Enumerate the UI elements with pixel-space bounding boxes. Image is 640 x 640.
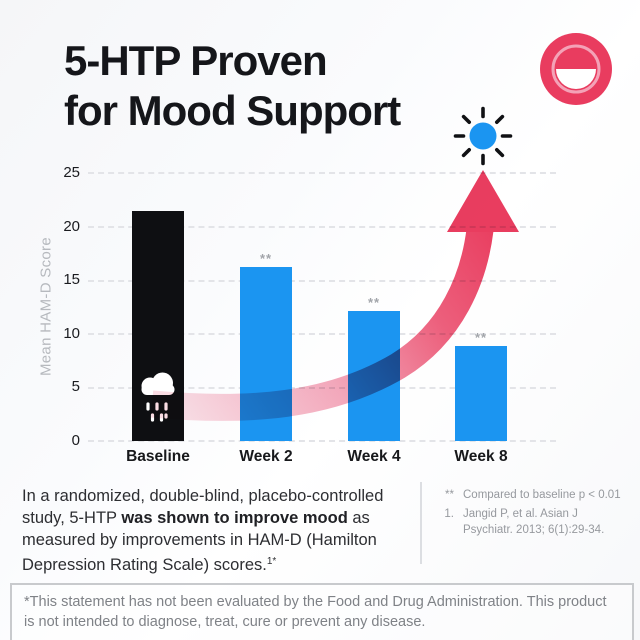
significance-note: ** Compared to baseline p < 0.01 <box>434 487 628 503</box>
brand-smile-logo-icon <box>540 33 612 105</box>
gridline-25 <box>88 172 556 174</box>
significance-week-2: ** <box>259 251 273 266</box>
citation-marker: 1. <box>444 508 454 520</box>
bar-baseline <box>132 211 184 441</box>
x-label-week-4: Week 4 <box>347 448 401 465</box>
y-tick-5: 5 <box>71 378 80 395</box>
study-text-bold: was shown to improve mood <box>121 509 348 527</box>
study-text-pre: In a randomized, double-blind, placebo-c… <box>22 487 384 527</box>
citation: 1. Jangid P, et al. Asian J Psychiatr. 2… <box>434 506 628 538</box>
rain-cloud-icon <box>141 372 175 422</box>
citation-text: Jangid P, et al. Asian J Psychiatr. 2013… <box>463 508 605 536</box>
title-line-1: 5-HTP Proven <box>64 37 328 84</box>
study-summary-text: In a randomized, double-blind, placebo-c… <box>22 485 414 576</box>
footnote-divider <box>420 482 422 564</box>
y-axis-label: Mean HAM-D Score <box>37 237 55 377</box>
page-title: 5-HTP Proven for Mood Support <box>64 36 401 136</box>
study-text-superscript: 1* <box>266 556 277 567</box>
sun-icon <box>453 106 513 166</box>
significance-week-4: ** <box>367 295 381 310</box>
bar-week-8: ** <box>455 330 507 441</box>
y-tick-15: 15 <box>63 271 80 288</box>
significance-note-text: Compared to baseline p < 0.01 <box>463 489 621 501</box>
bar-week-2: ** <box>240 251 292 441</box>
y-tick-25: 25 <box>63 164 80 181</box>
fda-disclaimer: *This statement has not been evaluated b… <box>10 583 634 640</box>
references-block: ** Compared to baseline p < 0.01 1. Jang… <box>434 487 628 541</box>
study-text-post: as measured by improvements in HAM-D (Ha… <box>22 509 377 574</box>
x-label-baseline: Baseline <box>126 448 190 465</box>
bar-week-4: ** <box>348 295 400 441</box>
y-tick-0: 0 <box>71 432 80 449</box>
significance-week-8: ** <box>474 330 488 345</box>
x-label-week-8: Week 8 <box>454 448 508 465</box>
gridline-0 <box>88 440 556 442</box>
title-line-2: for Mood Support <box>64 87 401 134</box>
gridline-20 <box>88 226 556 228</box>
x-label-week-2: Week 2 <box>239 448 293 465</box>
y-tick-20: 20 <box>63 218 80 235</box>
significance-note-marker: ** <box>445 489 454 501</box>
y-tick-10: 10 <box>63 325 80 342</box>
